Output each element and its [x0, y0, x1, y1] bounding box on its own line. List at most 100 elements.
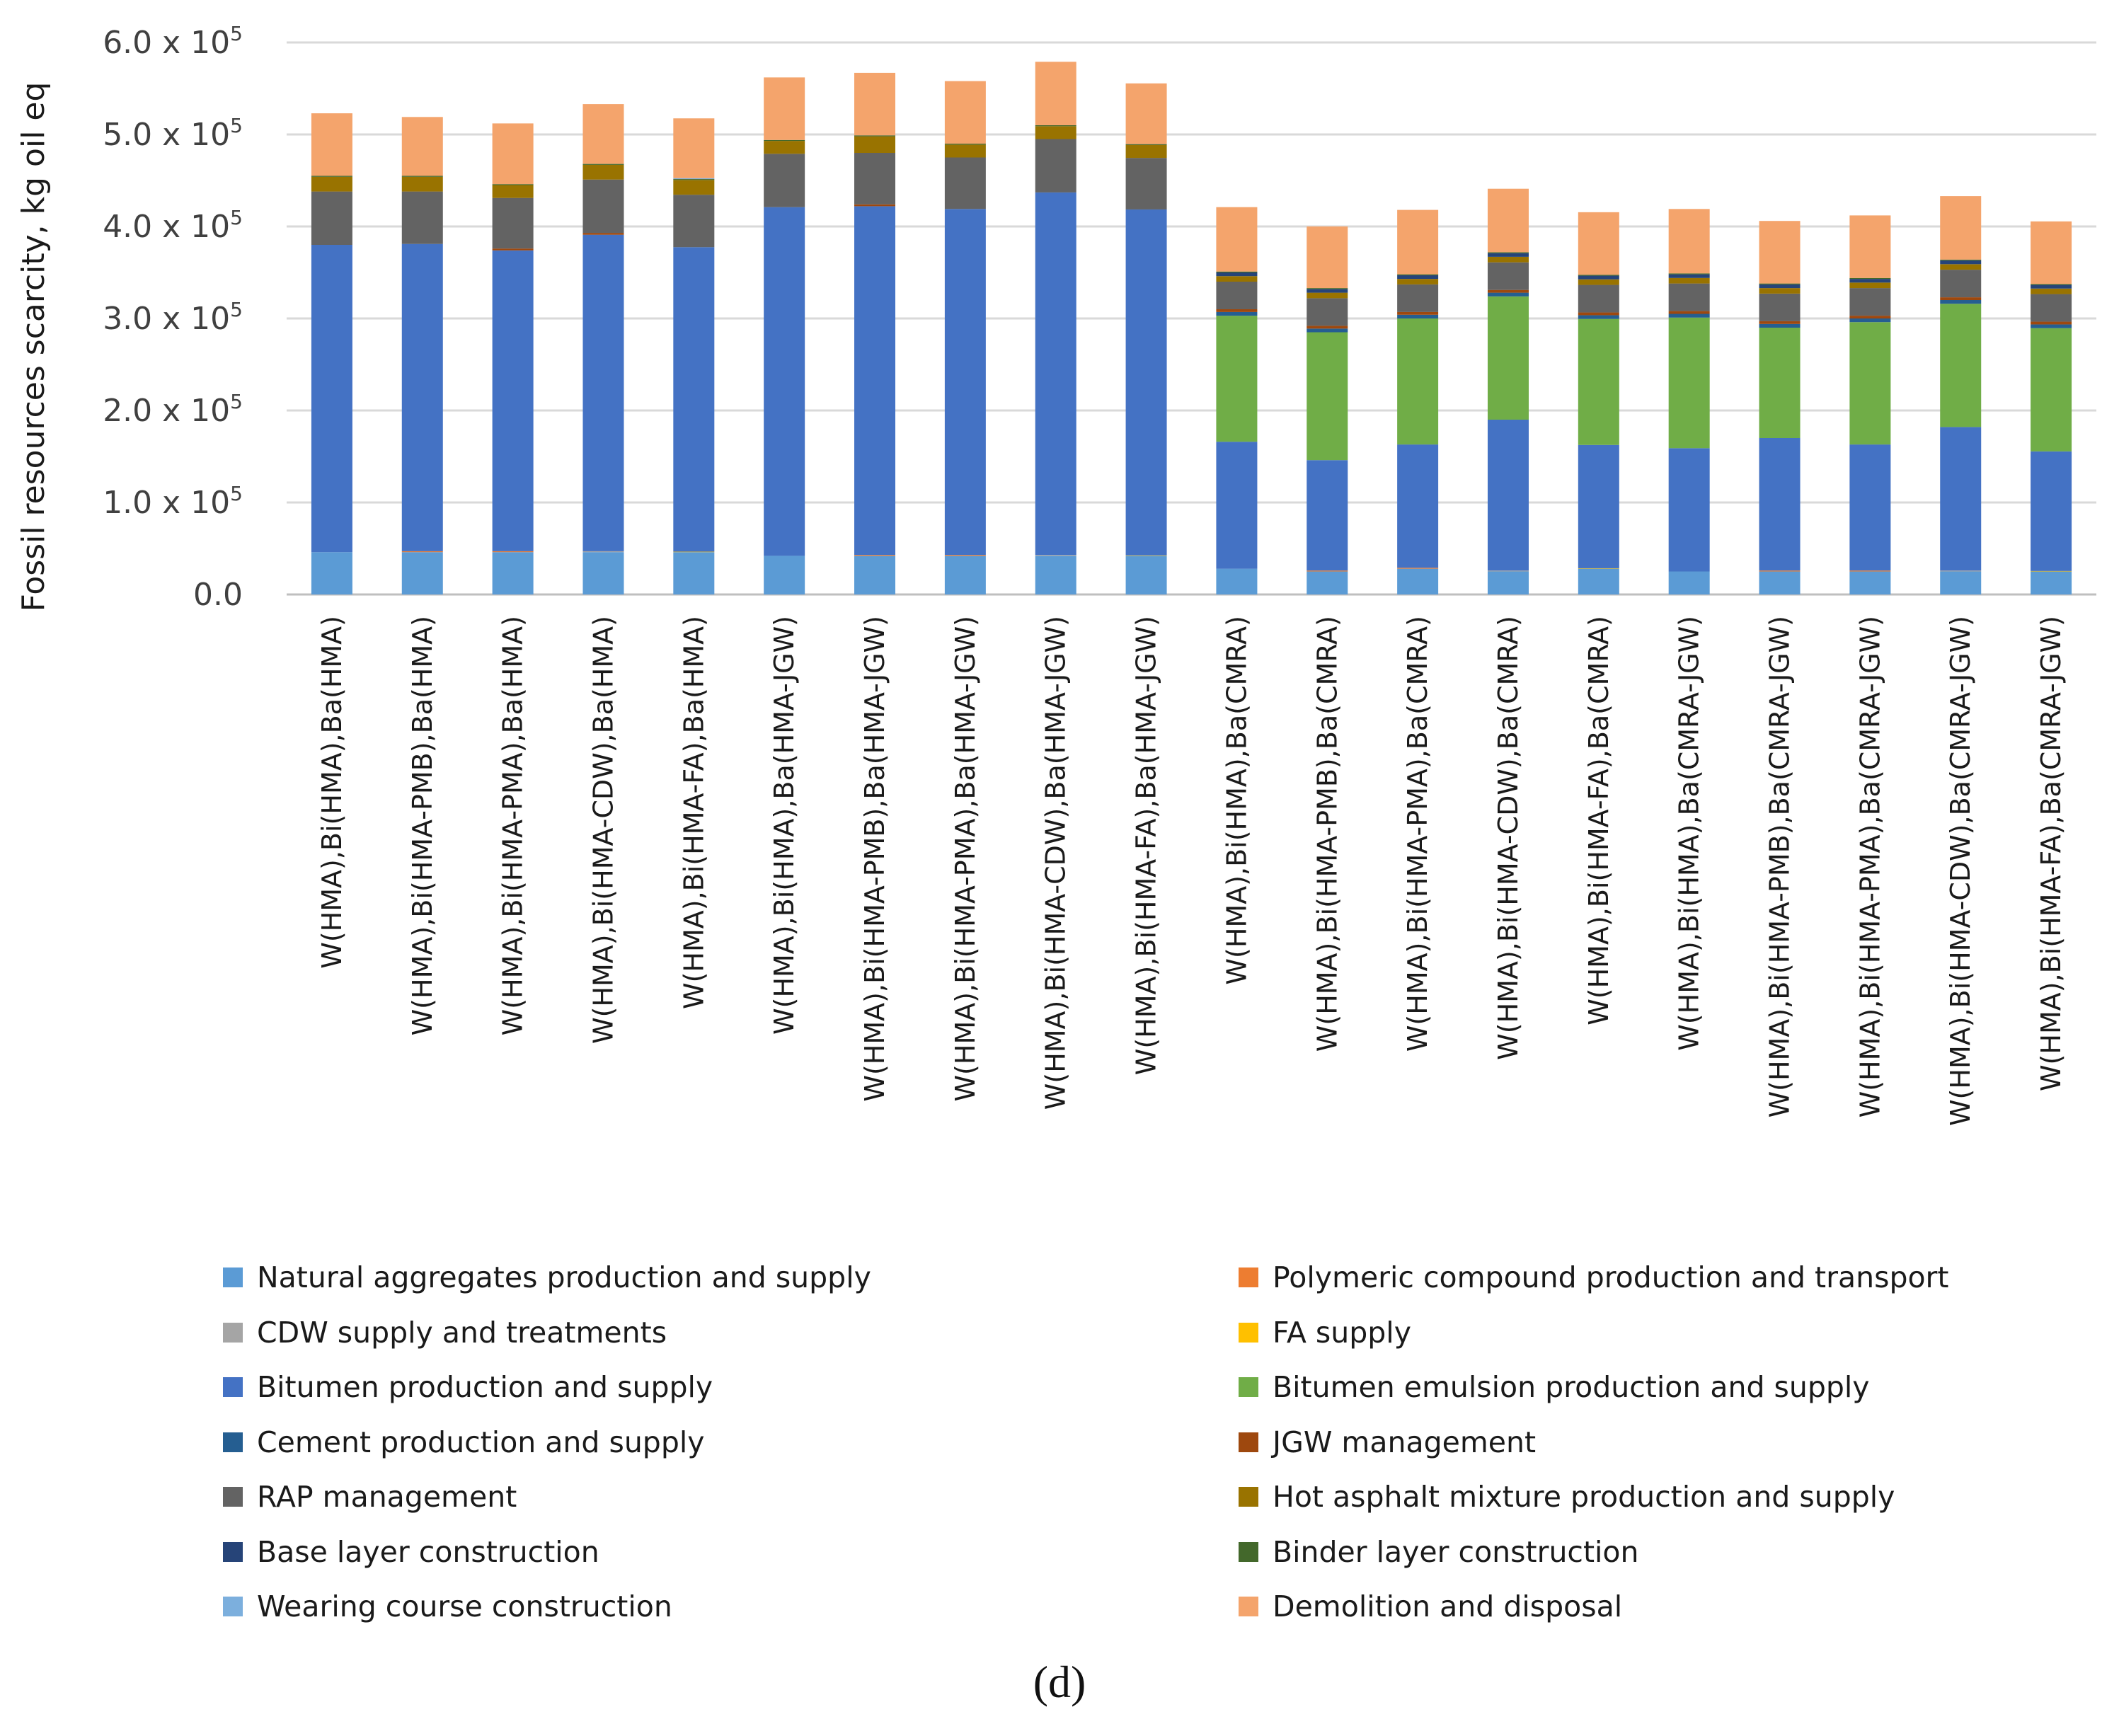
bar-stack [1578, 212, 1619, 594]
bar-segment [401, 552, 443, 594]
bar-segment [1216, 276, 1258, 282]
bar-segment [492, 248, 534, 251]
bar-segment [1397, 284, 1439, 312]
legend-swatch [1239, 1432, 1258, 1452]
legend-label: Base layer construction [257, 1534, 599, 1569]
bar-segment [1849, 444, 1891, 571]
bar-segment [1578, 279, 1619, 285]
bar-segment [944, 81, 986, 144]
x-category-label: W(HMA),Bi(HMA),Ba(CMRA-JGW) [1674, 616, 1705, 1051]
bar-segment [1125, 144, 1167, 145]
y-tick-label: 1.0 x 105 [103, 482, 243, 521]
bar-segment [2031, 221, 2072, 284]
bar-segment [673, 178, 715, 180]
bar-segment [854, 72, 896, 136]
figure-caption: (d) [1033, 1657, 1086, 1707]
bar-segment [582, 179, 624, 234]
bar-segment [1940, 300, 1982, 304]
bar-segment [582, 164, 624, 180]
bar-segment [1397, 279, 1439, 284]
x-category-label: W(HMA),Bi(HMA-FA),Ba(HMA) [678, 616, 709, 1009]
legend-swatch [223, 1541, 243, 1562]
bar-segment [582, 104, 624, 164]
x-category-label: W(HMA),Bi(HMA),Ba(HMA-JGW) [769, 616, 800, 1035]
gridlines [287, 41, 2096, 596]
bar-segment [1849, 288, 1891, 316]
bar-segment [1578, 568, 1619, 569]
legend-item: Binder layer construction [1239, 1531, 1639, 1573]
bar-stack [1759, 221, 1801, 594]
bar-segment [1307, 571, 1348, 594]
bar-stack [1035, 62, 1076, 594]
legend-item: CDW supply and treatments [223, 1311, 667, 1354]
bar-segment [582, 552, 624, 594]
legend-item: Base layer construction [223, 1531, 599, 1573]
bar-segment [1397, 209, 1439, 275]
bar-segment [1307, 288, 1348, 289]
bar-segment [1849, 570, 1891, 572]
x-category-label: W(HMA),Bi(HMA-PMA),Ba(CMRA-JGW) [1854, 616, 1885, 1117]
bar-segment [311, 245, 352, 553]
bar-segment [1940, 427, 1982, 571]
legend-swatch [1239, 1597, 1258, 1616]
bar-segment [1849, 322, 1891, 445]
bar-segment [1307, 289, 1348, 293]
bar-segment [1035, 556, 1076, 594]
bar-segment [1578, 568, 1619, 594]
y-axis-label: Fossil resources scarcity, kg oil eq [16, 82, 52, 612]
bar-segment [1849, 277, 1891, 280]
x-axis-category-labels: W(HMA),Bi(HMA),Ba(HMA) W(HMA),Bi(HMA-PMB)… [316, 616, 2067, 1126]
bar-stack [673, 118, 715, 594]
bar-stack [1125, 83, 1167, 594]
legend-item: Cement production and supply [223, 1421, 705, 1464]
bar-segment [401, 117, 443, 176]
bar-stack [1397, 209, 1439, 594]
bar-segment [1397, 444, 1439, 568]
bar-segment [854, 135, 896, 137]
bar-segment [1759, 284, 1801, 289]
bar-segment [1578, 212, 1619, 275]
legend-item: Bitumen production and supply [223, 1366, 713, 1408]
bar-segment [1849, 318, 1891, 323]
bar-segment [764, 139, 805, 142]
legend-label: RAP management [257, 1480, 517, 1514]
bar-segment [1216, 568, 1258, 594]
bar-segment [401, 243, 443, 551]
bar-segment [673, 195, 715, 248]
bar-segment [1397, 311, 1439, 315]
legend-item: FA supply [1239, 1311, 1411, 1354]
bar-stack [2031, 221, 2072, 594]
bar-segment [1940, 297, 1982, 300]
bar-segment [1759, 571, 1801, 594]
bar-segment [492, 197, 534, 249]
bar-stack [492, 123, 534, 594]
legend-swatch [1239, 1322, 1258, 1343]
bar-segment [673, 247, 715, 552]
bar-segment [1668, 314, 1710, 318]
bar-segment [1487, 296, 1529, 420]
bar-segment [1487, 292, 1529, 297]
legend-label: CDW supply and treatments [257, 1315, 667, 1350]
bar-segment [492, 185, 534, 198]
legend-swatch [1239, 1267, 1258, 1287]
bar-segment [673, 180, 715, 195]
legend-label: JGW management [1273, 1425, 1537, 1459]
bar-segment [854, 555, 896, 556]
legend: Natural aggregates production and supply… [0, 1242, 2119, 1638]
bar-segment [1759, 221, 1801, 284]
bar-segment [1307, 460, 1348, 571]
bar-segment [311, 176, 352, 177]
bar-segment [1668, 283, 1710, 311]
bar-segment [582, 163, 624, 165]
bar-segment [1487, 289, 1529, 293]
bar-segment [1668, 273, 1710, 275]
bar-segment [311, 191, 352, 245]
bar-segment [1668, 311, 1710, 314]
y-tick-label: 6.0 x 105 [103, 22, 243, 61]
bar-segment [492, 250, 534, 551]
bar-segment [1578, 312, 1619, 316]
bar-segment [1759, 288, 1801, 294]
bar-segment [1487, 420, 1529, 571]
bar-segment [1668, 209, 1710, 274]
bar-segment [1487, 252, 1529, 253]
